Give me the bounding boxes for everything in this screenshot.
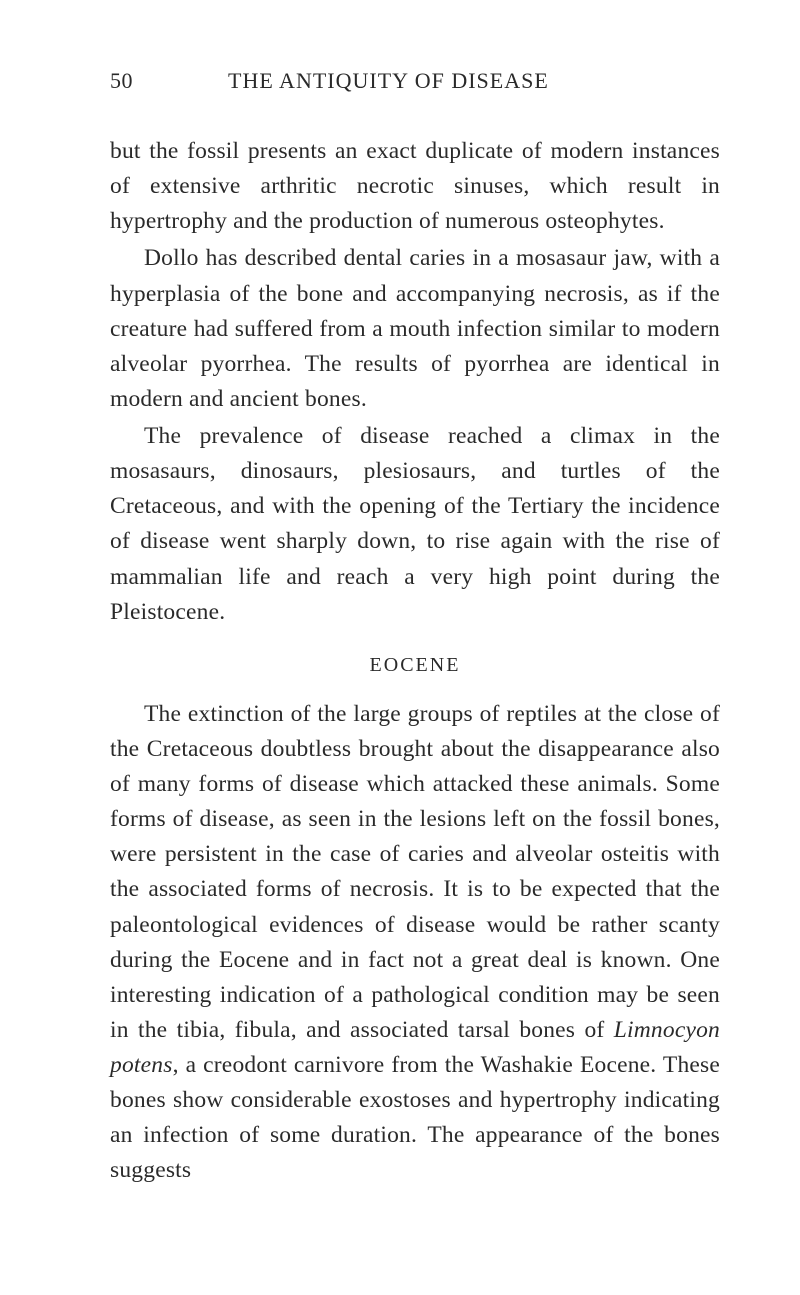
paragraph-4: The extinction of the large groups of re… xyxy=(110,697,720,1189)
page-number: 50 xyxy=(110,68,133,94)
paragraph-2: Dollo has described dental caries in a m… xyxy=(110,241,720,417)
running-title: THE ANTIQUITY OF DISEASE xyxy=(228,68,549,94)
paragraph-1: but the fossil presents an exact duplica… xyxy=(110,134,720,239)
section-heading-eocene: EOCENE xyxy=(110,654,720,677)
page: 50 THE ANTIQUITY OF DISEASE but the foss… xyxy=(0,0,800,1295)
page-header: 50 THE ANTIQUITY OF DISEASE xyxy=(110,68,720,94)
paragraph-4-post: , a creodont carnivore from the Washakie… xyxy=(110,1052,720,1183)
paragraph-3: The prevalence of disease reached a clim… xyxy=(110,419,720,630)
paragraph-4-pre: The extinction of the large groups of re… xyxy=(110,701,720,1043)
